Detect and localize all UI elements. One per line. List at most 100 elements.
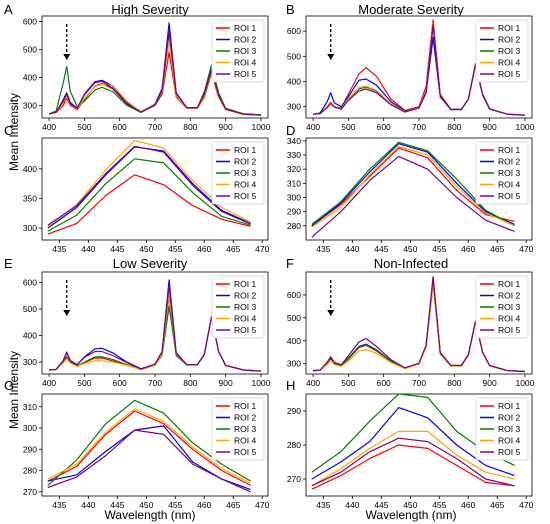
series-line-roi-4: [47, 408, 251, 484]
y-tick-label: 290: [287, 406, 301, 416]
x-tick-label: 470: [519, 500, 533, 510]
y-tick-label: 400: [23, 331, 37, 341]
x-tick-label: 900: [219, 122, 233, 132]
y-tick-label: 300: [23, 100, 37, 110]
x-tick-label: 445: [110, 244, 124, 254]
legend-label: ROI 3: [234, 168, 256, 178]
x-tick-label: 465: [226, 244, 240, 254]
x-tick-label: 470: [255, 244, 269, 254]
x-tick-label: 460: [461, 500, 475, 510]
panel-letter: A: [4, 2, 13, 17]
x-tick-label: 455: [168, 244, 182, 254]
legend-label: ROI 3: [234, 46, 256, 56]
legend-label: ROI 1: [234, 23, 256, 33]
legend-label: ROI 2: [498, 35, 520, 45]
x-tick-label: 1000: [515, 378, 534, 388]
y-tick-label: 350: [23, 193, 37, 203]
y-tick-label: 400: [23, 164, 37, 174]
y-tick-label: 280: [287, 440, 301, 450]
series-line-roi-2: [311, 407, 515, 480]
legend-label: ROI 5: [234, 325, 256, 335]
legend-label: ROI 1: [234, 145, 256, 155]
x-tick-label: 465: [490, 500, 504, 510]
x-tick-label: 700: [412, 122, 426, 132]
panel-letter: C: [4, 123, 13, 138]
x-tick-label: 455: [168, 500, 182, 510]
y-tick-label: 290: [287, 207, 301, 217]
x-tick-label: 435: [52, 244, 66, 254]
legend-label: ROI 5: [498, 325, 520, 335]
y-tick-label: 500: [23, 304, 37, 314]
legend-label: ROI 1: [498, 279, 520, 289]
x-tick-label: 700: [148, 378, 162, 388]
panel-title: Moderate Severity: [358, 2, 464, 17]
legend-label: ROI 4: [498, 180, 520, 190]
y-tick-label: 600: [23, 17, 37, 27]
x-tick-label: 900: [483, 378, 497, 388]
series-line-roi-1: [47, 174, 251, 235]
legend-box: [475, 19, 529, 83]
panel-letter: B: [286, 2, 295, 17]
arrow-head: [63, 54, 71, 60]
legend-label: ROI 5: [498, 191, 520, 201]
y-tick-label: 310: [287, 178, 301, 188]
legend-label: ROI 4: [234, 436, 256, 446]
legend-label: ROI 1: [234, 401, 256, 411]
series-line-roi-5: [311, 437, 515, 487]
x-tick-label: 500: [77, 122, 91, 132]
y-tick-label: 290: [23, 444, 37, 454]
y-tick-label: 400: [287, 76, 301, 86]
x-tick-label: 900: [483, 122, 497, 132]
legend-label: ROI 2: [498, 291, 520, 301]
series-line-roi-3: [47, 158, 251, 232]
legend-label: ROI 4: [234, 314, 256, 324]
panel-a: A High Severity 400 500 600 700 800 900 1000 300 4…: [4, 2, 271, 132]
x-tick-label: 500: [77, 378, 91, 388]
x-tick-label: 455: [432, 500, 446, 510]
legend-label: ROI 3: [498, 302, 520, 312]
legend-label: ROI 2: [234, 35, 256, 45]
y-tick-label: 310: [23, 402, 37, 412]
x-tick-label: 400: [42, 122, 56, 132]
x-tick-label: 440: [81, 500, 95, 510]
y-tick-label: 300: [23, 357, 37, 367]
x-tick-label: 440: [345, 244, 359, 254]
x-tick-label: 450: [139, 500, 153, 510]
legend-label: ROI 1: [498, 145, 520, 155]
legend-box: [475, 275, 529, 339]
x-tick-label: 435: [316, 500, 330, 510]
panel-title: Non-Infected: [374, 256, 448, 271]
legend-label: ROI 1: [234, 279, 256, 289]
x-tick-label: 600: [113, 122, 127, 132]
x-tick-label: 465: [490, 244, 504, 254]
x-tick-label: 470: [519, 244, 533, 254]
series-line-roi-2: [311, 143, 515, 227]
y-tick-label: 300: [287, 359, 301, 369]
legend-box: [211, 141, 265, 205]
series-line-roi-4: [311, 430, 515, 487]
plot-frame: [41, 393, 269, 497]
panel-letter: H: [286, 378, 295, 393]
x-tick-label: 460: [197, 500, 211, 510]
x-tick-label: 400: [306, 378, 320, 388]
x-tick-label: 450: [403, 244, 417, 254]
x-tick-label: 445: [374, 500, 388, 510]
x-tick-label: 460: [461, 244, 475, 254]
legend-label: ROI 4: [498, 58, 520, 68]
x-tick-label: 500: [341, 378, 355, 388]
x-axis-label-right: Wavelength (nm): [366, 508, 457, 522]
legend-label: ROI 3: [234, 302, 256, 312]
x-tick-label: 460: [197, 244, 211, 254]
x-tick-label: 700: [148, 122, 162, 132]
panel-letter: D: [286, 123, 295, 138]
x-axis-label-left: Wavelength (nm): [105, 508, 196, 522]
x-tick-label: 435: [316, 244, 330, 254]
legend-box: [211, 275, 265, 339]
series-line-roi-1: [311, 147, 515, 227]
y-tick-label: 280: [23, 466, 37, 476]
